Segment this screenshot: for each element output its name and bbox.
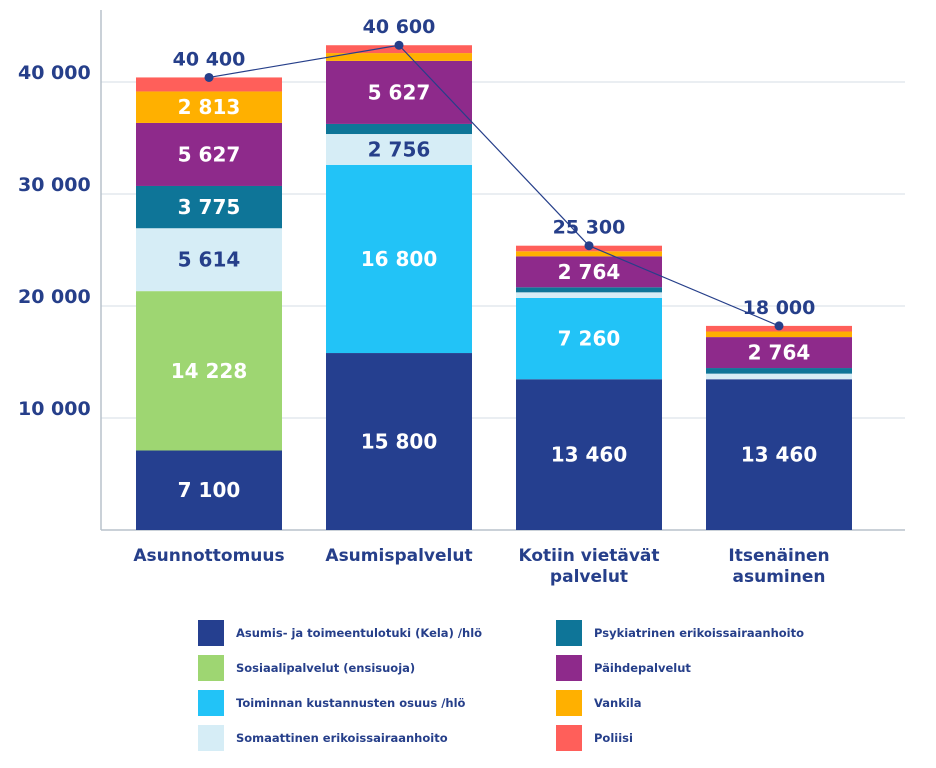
y-tick-label: 40 000: [18, 62, 91, 84]
legend-swatch: [198, 655, 224, 681]
stacked-bar-chart: 10 000 20 000 30 000 40 000 7 100 14 228 5 614…: [18, 10, 905, 587]
legend-swatch: [556, 655, 582, 681]
y-tick-label: 30 000: [18, 174, 91, 196]
legend-label: Poliisi: [594, 731, 633, 745]
legend-item-poliisi: Poliisi: [556, 725, 633, 751]
data-label: 7 260: [558, 327, 621, 351]
bar-segment: [136, 91, 282, 123]
data-label: 16 800: [361, 247, 438, 271]
y-tick-label: 20 000: [18, 286, 91, 308]
data-label: 14 228: [171, 359, 248, 383]
legend-label: Somaattinen erikoissairaanhoito: [236, 731, 448, 745]
totals-label: 40 400: [173, 48, 246, 70]
bar-segment: [326, 134, 472, 165]
totals-label: 18 000: [743, 297, 816, 319]
legend-label: Päihdepalvelut: [594, 661, 691, 675]
legend-swatch: [198, 690, 224, 716]
legend-label: Sosiaalipalvelut (ensisuoja): [236, 661, 416, 675]
legend-label: Asumis- ja toimeentulotuki (Kela) /hlö: [236, 626, 483, 640]
bar-segment: [136, 450, 282, 530]
totals-label: 25 300: [553, 217, 626, 239]
legend-item-somaattinen: Somaattinen erikoissairaanhoito: [198, 725, 448, 751]
bar-segment: [516, 292, 662, 298]
bar-segment: [516, 297, 662, 380]
data-label: 13 460: [741, 443, 818, 467]
bar-segment: [516, 251, 662, 257]
bar-segment: [516, 379, 662, 530]
bar-segment: [326, 123, 472, 135]
legend-item-toiminnan: Toiminnan kustannusten osuus /hlö: [198, 690, 465, 716]
data-label: 2 813: [178, 95, 241, 119]
x-tick-label: palvelut: [550, 567, 628, 587]
bar-segment: [136, 185, 282, 229]
data-label: 5 614: [178, 248, 241, 272]
data-label: 7 100: [178, 478, 241, 502]
x-tick-label: Asumispalvelut: [325, 546, 472, 566]
bar-segment: [326, 353, 472, 530]
bar-segment: [706, 373, 852, 380]
totals-point: [584, 241, 594, 251]
totals-point: [394, 40, 404, 50]
totals-line: [208, 44, 780, 327]
data-label: 2 764: [748, 341, 811, 365]
totals-point: [204, 72, 214, 82]
bar-segment: [326, 164, 472, 354]
x-tick-label: Asunnottomuus: [133, 546, 284, 566]
bar-segment: [136, 77, 282, 92]
bar-segment: [706, 368, 852, 374]
data-label: 15 800: [361, 430, 438, 454]
x-tick-label: Kotiin vietävät: [518, 546, 659, 566]
bar-segment: [136, 122, 282, 186]
bar-segment: [326, 60, 472, 124]
totals-label: 40 600: [363, 16, 436, 38]
bar-segment: [706, 379, 852, 530]
legend-swatch: [556, 725, 582, 751]
legend-item-paihdepalvelut: Päihdepalvelut: [556, 655, 691, 681]
legend-label: Psykiatrinen erikoissairaanhoito: [594, 626, 804, 640]
legend-swatch: [556, 620, 582, 646]
x-tick-label: asuminen: [733, 567, 826, 587]
bar-segment: [516, 287, 662, 293]
bar-segment: [136, 291, 282, 451]
legend-item-sosiaalipalvelut: Sosiaalipalvelut (ensisuoja): [198, 655, 415, 681]
data-label: 5 627: [368, 80, 431, 104]
bar-segment: [516, 256, 662, 288]
legend-item-kela: Asumis- ja toimeentulotuki (Kela) /hlö: [198, 620, 482, 646]
legend-swatch: [198, 620, 224, 646]
legend-swatch: [556, 690, 582, 716]
data-label: 5 627: [178, 142, 241, 166]
legend-label: Toiminnan kustannusten osuus /hlö: [236, 696, 466, 710]
y-tick-label: 10 000: [18, 398, 91, 420]
totals-point: [774, 321, 784, 331]
bar-segment: [706, 337, 852, 369]
legend-label: Vankila: [594, 696, 642, 710]
legend-swatch: [198, 725, 224, 751]
data-label: 13 460: [551, 443, 628, 467]
x-tick-label: Itsenäinen: [728, 546, 829, 566]
data-label: 2 756: [368, 137, 431, 161]
bar-segment: [136, 228, 282, 292]
data-label: 2 764: [558, 260, 621, 284]
legend-item-vankila: Vankila: [556, 690, 642, 716]
bar-segment: [706, 331, 852, 338]
legend-item-psykiatrinen: Psykiatrinen erikoissairaanhoito: [556, 620, 804, 646]
data-label: 3 775: [178, 195, 241, 219]
bar-segment: [326, 53, 472, 61]
